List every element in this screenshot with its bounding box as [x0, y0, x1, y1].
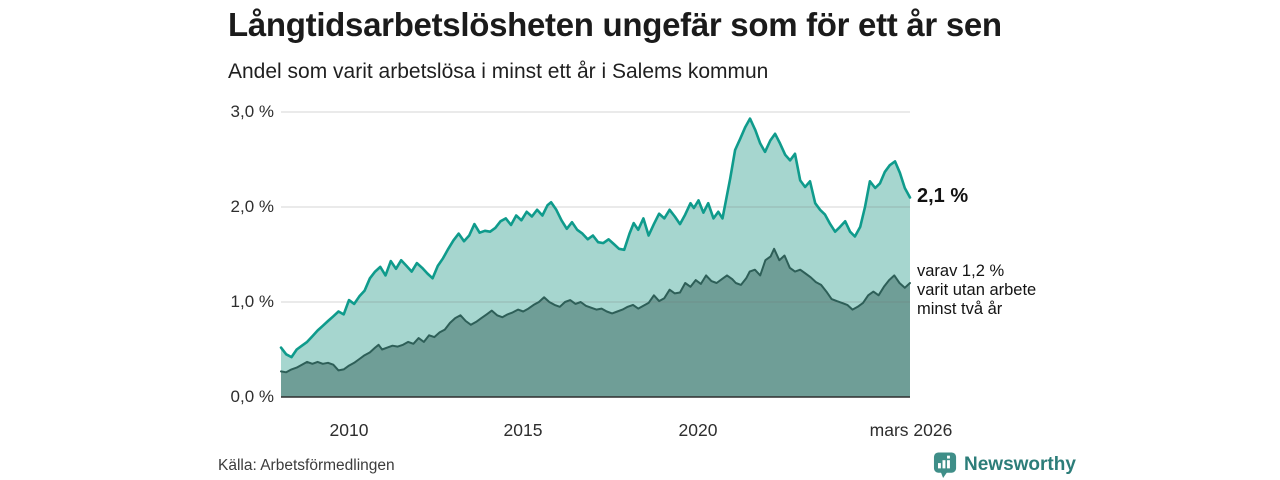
chart-subtitle: Andel som varit arbetslösa i minst ett å… [228, 60, 769, 83]
y-tick-1: 1,0 % [230, 292, 274, 311]
x-tick-2010: 2010 [329, 420, 369, 440]
newsworthy-brand: Newsworthy [933, 451, 1076, 479]
annotation-line-3: minst två år [917, 300, 1003, 318]
y-tick-3: 3,0 % [230, 102, 274, 121]
series-line-min-two-years [280, 247, 911, 374]
latest-value-label: 2,1 % [917, 185, 969, 207]
chart-title: Långtidsarbetslösheten ungefär som för e… [228, 6, 1002, 43]
y-tick-0: 0,0 % [230, 387, 274, 406]
annotation-line-1: varav 1,2 % [917, 262, 1005, 280]
source-attribution: Källa: Arbetsförmedlingen [218, 457, 395, 474]
series-area-min-two-years [281, 248, 910, 397]
x-tick-mars-2026: mars 2026 [869, 420, 953, 440]
series-line-min-one-year [279, 117, 912, 359]
annotation-line-2: varit utan arbete [917, 281, 1037, 299]
x-tick-2020: 2020 [678, 420, 718, 440]
newsworthy-brand-name: Newsworthy [964, 454, 1076, 475]
newsworthy-logo-icon [933, 452, 957, 478]
gridlines [281, 111, 910, 303]
secondary-series-annotation: varav 1,2 % varit utan arbete minst två … [917, 262, 1036, 319]
x-tick-2015: 2015 [503, 420, 543, 440]
y-tick-2: 2,0 % [230, 197, 274, 216]
